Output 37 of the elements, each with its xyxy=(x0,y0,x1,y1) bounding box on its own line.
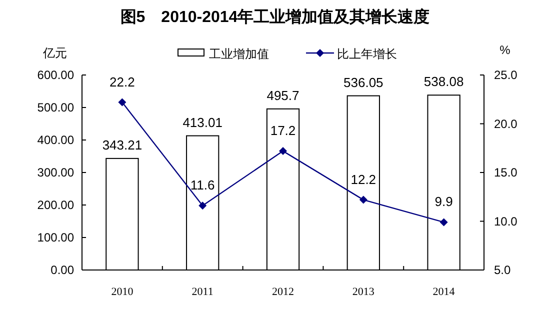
y-tick-label: 300.00 xyxy=(37,166,74,180)
x-tick-label: 2014 xyxy=(432,286,456,298)
y-axis-title: 亿元 xyxy=(42,46,67,60)
y-tick-label: 0.00 xyxy=(50,263,74,277)
data-label: 538.08 xyxy=(424,74,464,90)
y2-tick-label: 25.0 xyxy=(494,68,518,82)
data-label: 12.2 xyxy=(350,172,376,187)
chart-title: 图5 2010-2014年工业增加值及其增长速度 xyxy=(120,7,430,26)
point xyxy=(118,98,126,106)
data-label: 17.2 xyxy=(270,123,296,138)
y-tick-label: 500.00 xyxy=(37,100,74,114)
data-label: 495.7 xyxy=(266,88,300,103)
y-tick-label: 100.00 xyxy=(37,230,74,244)
y2-tick-label: 5.0 xyxy=(494,263,512,277)
y-tick-label: 400.00 xyxy=(37,133,74,147)
y2-tick-label: 10.0 xyxy=(494,214,518,228)
data-label: 413.01 xyxy=(182,114,222,130)
data-label: 343.21 xyxy=(102,137,142,152)
legend-label: 比上年增长 xyxy=(337,47,397,61)
x-tick-label: 2010 xyxy=(111,286,134,298)
y-tick-label: 600.00 xyxy=(37,68,74,82)
x-tick-label: 2013 xyxy=(352,286,375,298)
data-label: 22.2 xyxy=(110,74,135,90)
data-label: 9.9 xyxy=(434,194,453,210)
point xyxy=(359,196,368,204)
data-label: 11.6 xyxy=(190,178,215,193)
point xyxy=(440,218,448,226)
legend-label: 工业增加值 xyxy=(209,47,269,61)
point xyxy=(279,147,287,156)
point xyxy=(198,202,207,210)
y2-tick-label: 15.0 xyxy=(494,166,518,180)
x-tick-label: 2011 xyxy=(192,286,214,298)
data-label: 536.05 xyxy=(344,74,384,90)
y2-tick-label: 20.0 xyxy=(494,116,518,131)
y-tick-label: 200.00 xyxy=(37,198,74,212)
y2-axis-title: % xyxy=(500,43,511,57)
x-tick-label: 2012 xyxy=(272,286,294,298)
